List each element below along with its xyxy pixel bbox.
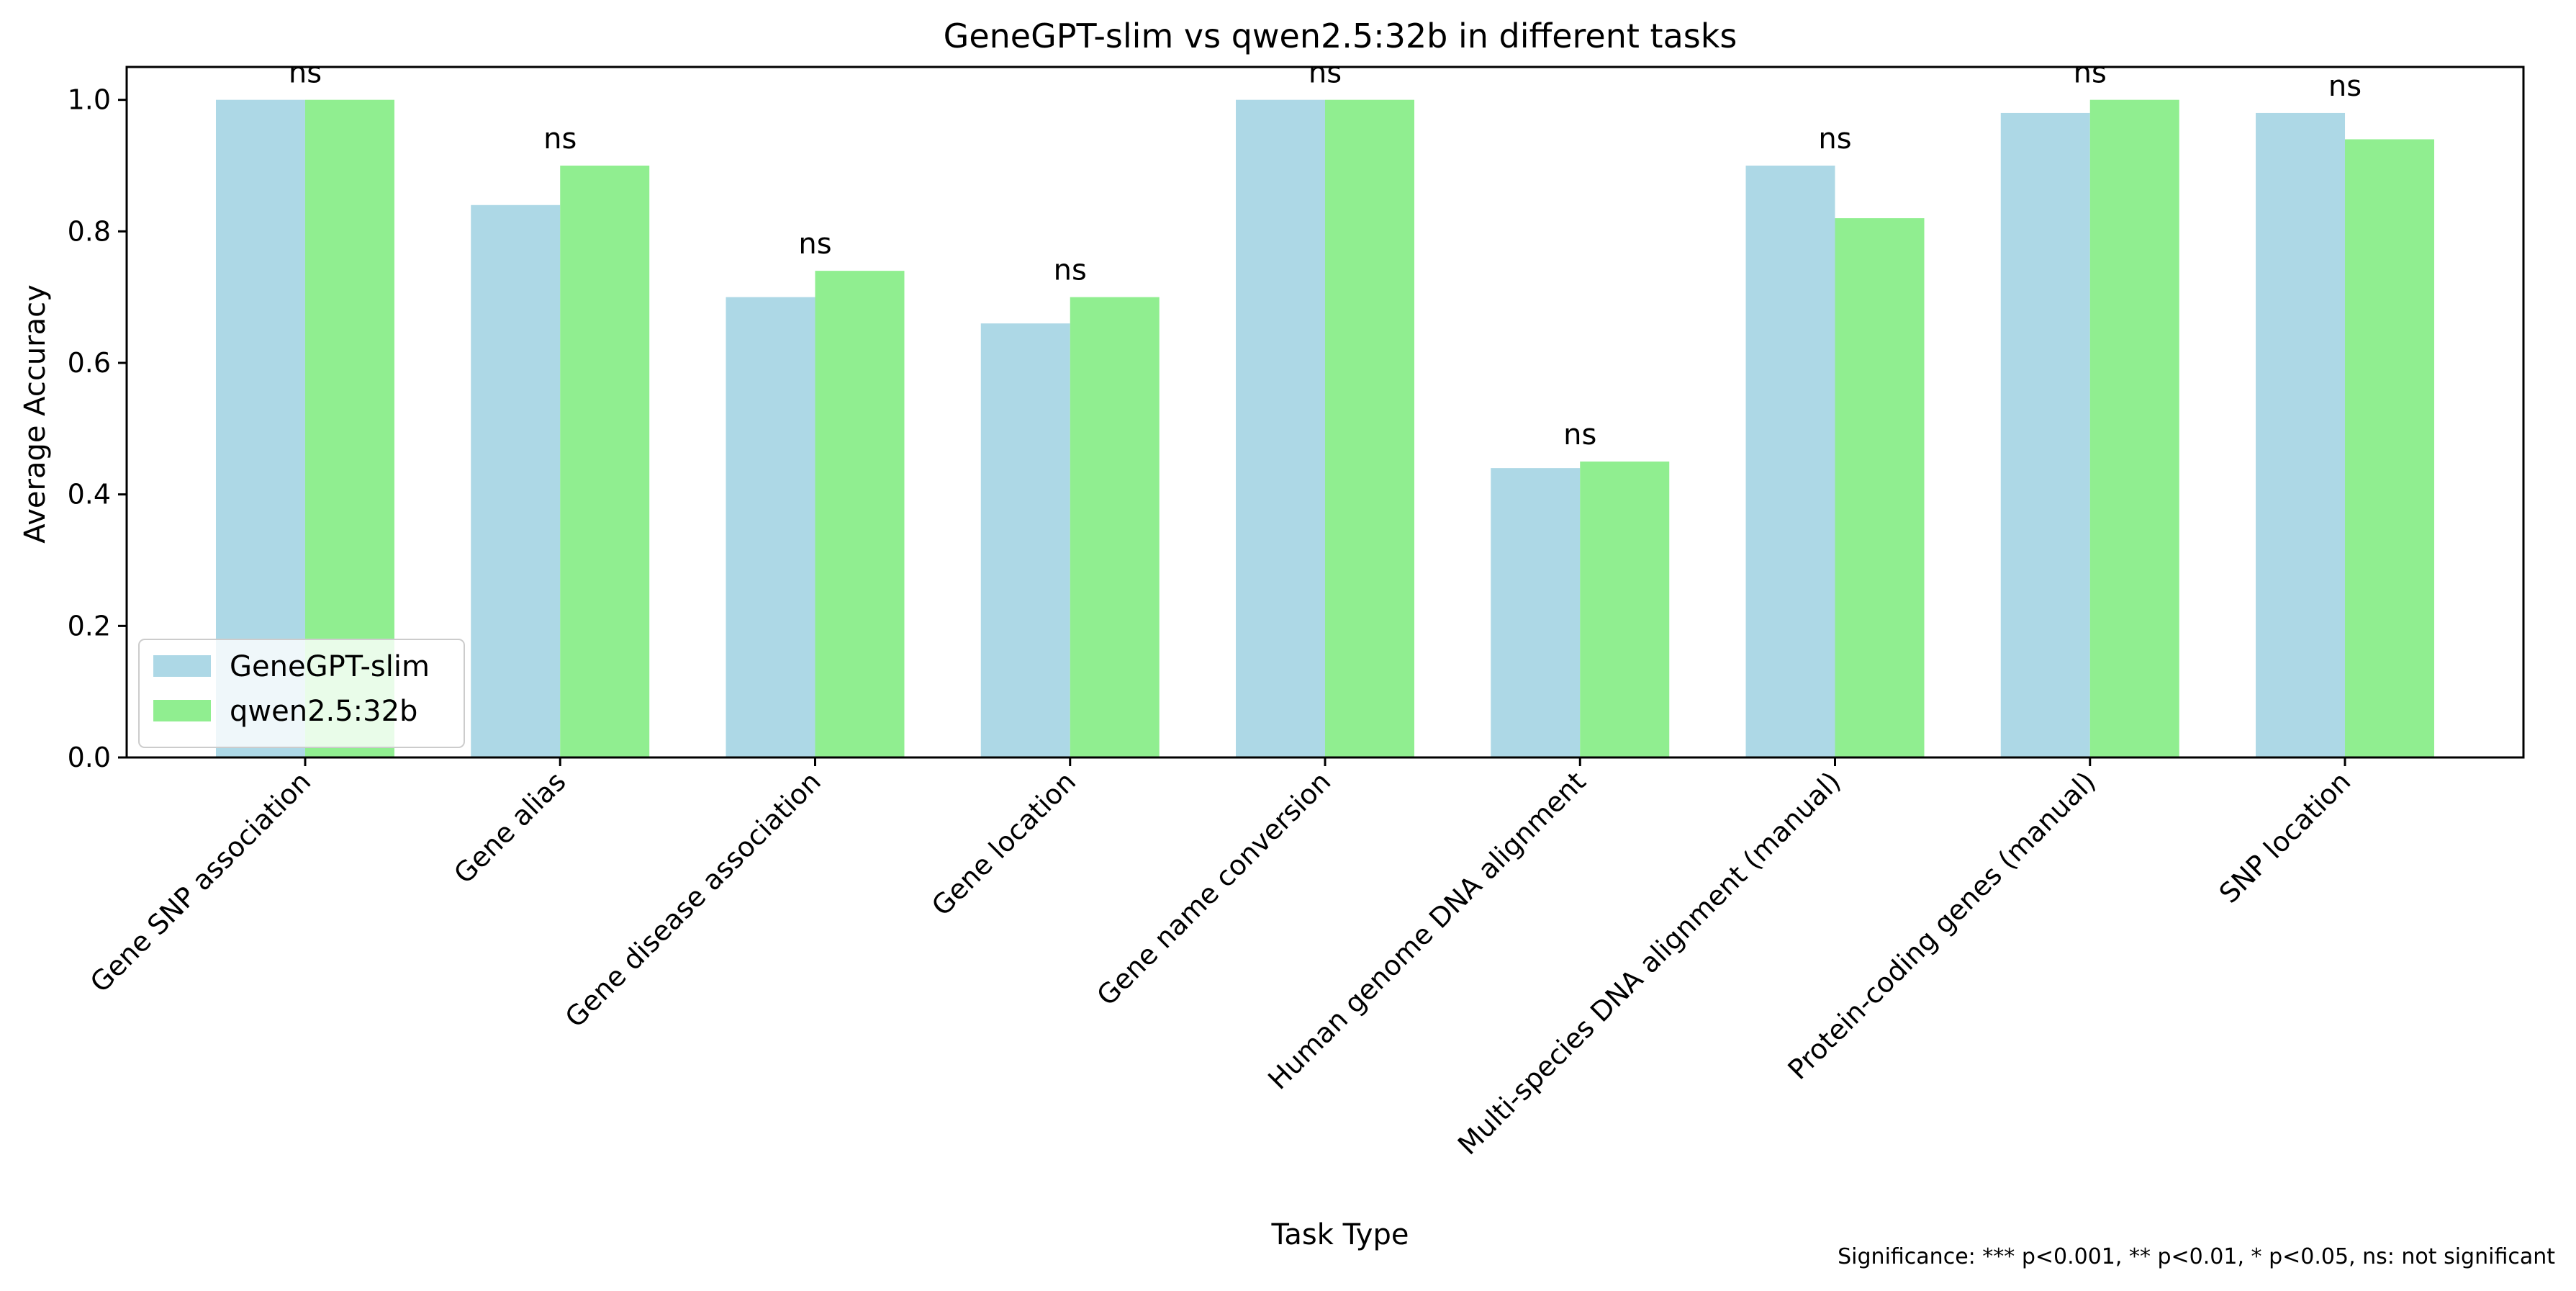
bar-genegpt-slim-2 bbox=[726, 297, 815, 758]
legend-swatch-0 bbox=[153, 655, 211, 677]
bar-genegpt-slim-6 bbox=[1745, 166, 1835, 757]
x-tick-label-0: Gene SNP association bbox=[84, 765, 317, 999]
bar-qwen-5 bbox=[1580, 462, 1670, 757]
bar-genegpt-slim-8 bbox=[2256, 112, 2346, 757]
legend-label-0: GeneGPT-slim bbox=[230, 650, 430, 683]
y-tick-label-4: 0.8 bbox=[68, 215, 111, 247]
bar-genegpt-slim-5 bbox=[1491, 468, 1581, 757]
bar-genegpt-slim-7 bbox=[2000, 112, 2090, 757]
bars-layer bbox=[215, 99, 2435, 758]
bar-qwen-6 bbox=[1835, 218, 1925, 758]
significance-label-7: ns bbox=[2074, 57, 2107, 90]
y-tick-label-1: 0.2 bbox=[68, 610, 111, 642]
significance-label-1: ns bbox=[543, 122, 577, 156]
significance-layer: ns ns ns ns ns ns ns ns ns bbox=[289, 57, 2362, 451]
bar-genegpt-slim-3 bbox=[980, 323, 1070, 757]
x-tick-label-5: Human genome DNA alignment bbox=[1262, 765, 1591, 1095]
bar-genegpt-slim-4 bbox=[1236, 99, 1325, 757]
x-tick-label-4: Gene name conversion bbox=[1090, 765, 1337, 1012]
bar-qwen-7 bbox=[2089, 99, 2179, 757]
significance-label-8: ns bbox=[2328, 70, 2362, 103]
significance-footnote: Significance: *** p<0.001, ** p<0.01, * … bbox=[1838, 1244, 2555, 1269]
x-tick-label-3: Gene location bbox=[926, 765, 1082, 922]
bar-qwen-8 bbox=[2345, 139, 2435, 757]
significance-label-6: ns bbox=[1818, 122, 1851, 156]
chart-title: GeneGPT-slim vs qwen2.5:32b in different… bbox=[944, 17, 1737, 55]
bar-qwen-3 bbox=[1070, 297, 1160, 758]
y-axis-label: Average Accuracy bbox=[19, 284, 52, 544]
y-tick-label-3: 0.6 bbox=[68, 347, 111, 379]
x-axis-label: Task Type bbox=[1271, 1218, 1409, 1251]
legend-swatch-1 bbox=[153, 700, 211, 721]
significance-label-3: ns bbox=[1054, 254, 1087, 287]
significance-label-2: ns bbox=[798, 228, 831, 261]
y-axis: 0.0 0.2 0.4 0.6 0.8 1.0 bbox=[68, 84, 127, 773]
significance-label-0: ns bbox=[289, 57, 322, 90]
legend: GeneGPT-slim qwen2.5:32b bbox=[138, 639, 465, 748]
legend-box bbox=[138, 639, 465, 748]
x-tick-label-8: SNP location bbox=[2213, 765, 2357, 909]
bar-qwen-2 bbox=[815, 271, 905, 758]
bar-qwen-4 bbox=[1325, 99, 1414, 757]
y-tick-label-2: 0.4 bbox=[68, 479, 111, 510]
x-tick-label-1: Gene alias bbox=[448, 765, 571, 889]
bar-qwen-1 bbox=[560, 166, 650, 757]
y-tick-label-5: 1.0 bbox=[68, 84, 111, 116]
legend-label-1: qwen2.5:32b bbox=[230, 695, 417, 728]
x-tick-label-7: Protein-coding genes (manual) bbox=[1781, 765, 2102, 1086]
y-tick-label-0: 0.0 bbox=[68, 742, 111, 773]
bar-genegpt-slim-1 bbox=[471, 204, 561, 757]
x-tick-label-2: Gene disease association bbox=[559, 765, 827, 1033]
significance-label-5: ns bbox=[1563, 418, 1596, 451]
significance-label-4: ns bbox=[1309, 57, 1342, 90]
